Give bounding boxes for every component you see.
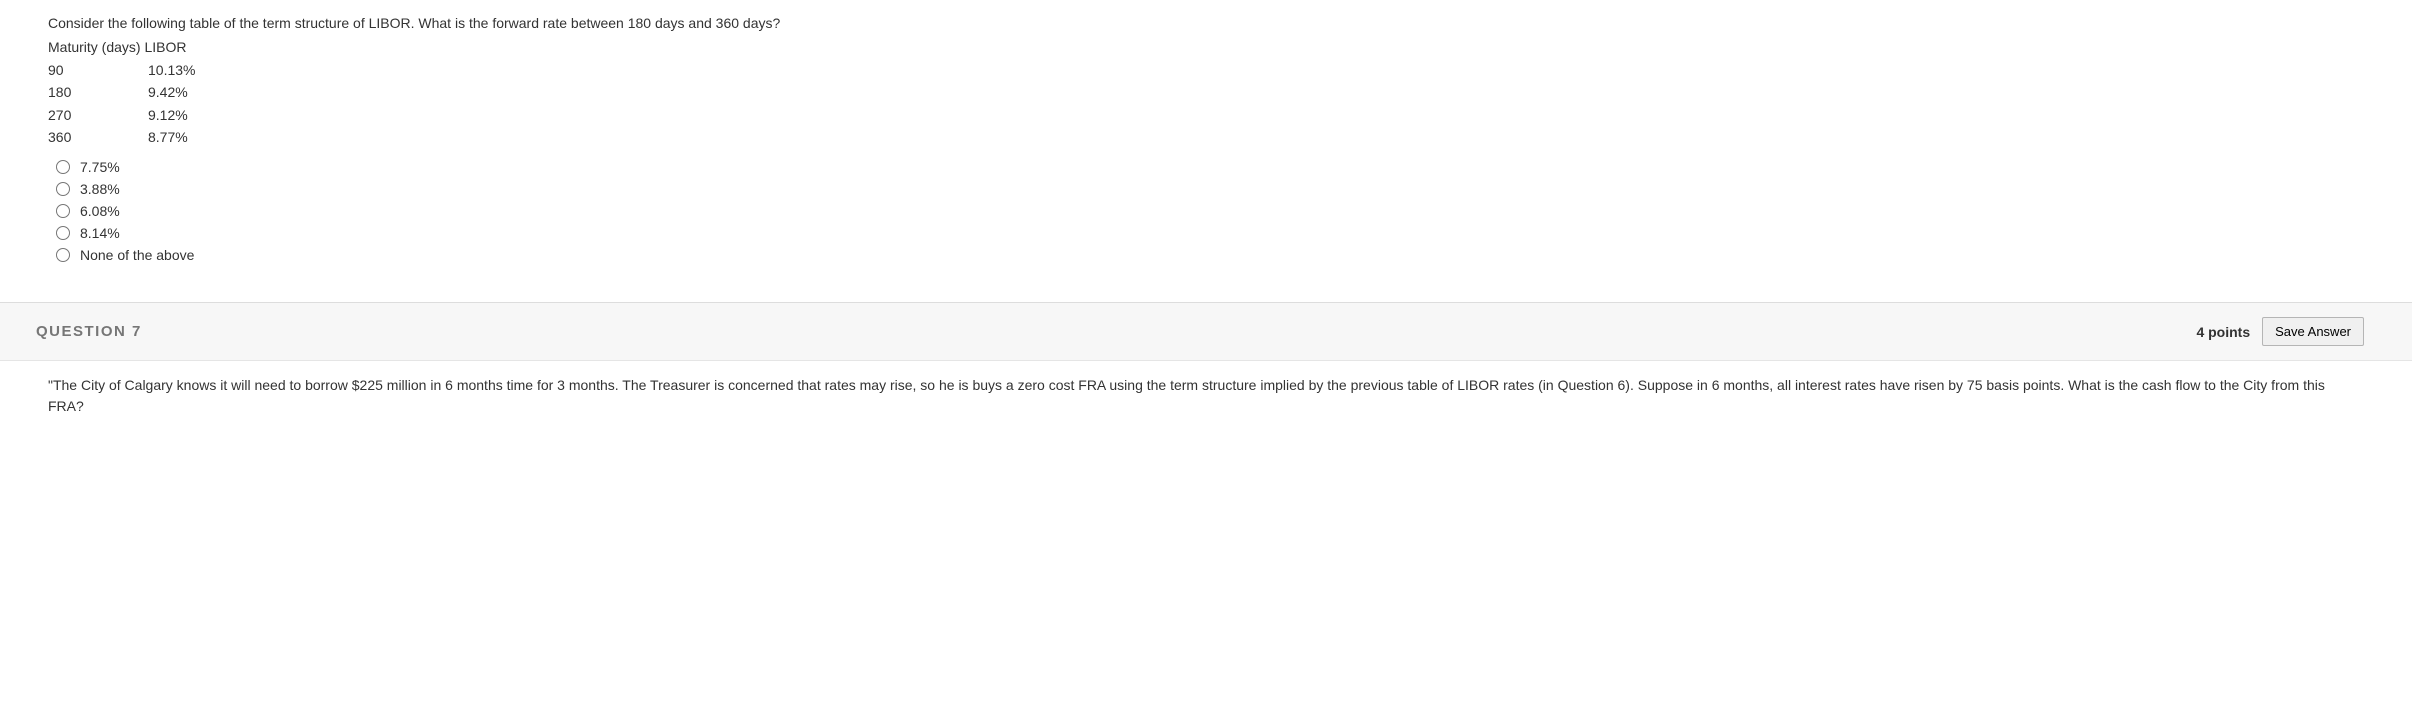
option-label[interactable]: 6.08%: [80, 203, 120, 219]
libor-rate: 9.42%: [148, 81, 228, 103]
question6-body: Consider the following table of the term…: [0, 0, 2412, 286]
answer-option[interactable]: 7.75%: [56, 156, 2364, 178]
question7-title: QUESTION 7: [36, 323, 142, 340]
answer-option[interactable]: None of the above: [56, 244, 2364, 266]
question7-header-right: 4 points Save Answer: [2196, 317, 2364, 346]
points-label: 4 points: [2196, 324, 2250, 340]
option-label[interactable]: 3.88%: [80, 181, 120, 197]
libor-row: 90 10.13%: [48, 59, 2364, 81]
answer-option[interactable]: 3.88%: [56, 178, 2364, 200]
libor-row: 180 9.42%: [48, 81, 2364, 103]
option-label[interactable]: 7.75%: [80, 159, 120, 175]
answer-option[interactable]: 6.08%: [56, 200, 2364, 222]
question7-body: "The City of Calgary knows it will need …: [0, 361, 2412, 425]
libor-maturity: 270: [48, 104, 148, 126]
radio-option-b[interactable]: [56, 182, 70, 196]
libor-row: 360 8.77%: [48, 126, 2364, 148]
radio-option-d[interactable]: [56, 226, 70, 240]
radio-option-a[interactable]: [56, 160, 70, 174]
libor-maturity: 360: [48, 126, 148, 148]
libor-table: Maturity (days) LIBOR 90 10.13% 180 9.42…: [48, 36, 2364, 148]
answer-option[interactable]: 8.14%: [56, 222, 2364, 244]
option-label[interactable]: 8.14%: [80, 225, 120, 241]
libor-rate: 9.12%: [148, 104, 228, 126]
question7-header: QUESTION 7 4 points Save Answer: [0, 303, 2412, 361]
answer-options: 7.75% 3.88% 6.08% 8.14% None of the abov…: [48, 156, 2364, 266]
libor-maturity: 90: [48, 59, 148, 81]
libor-rate: 8.77%: [148, 126, 228, 148]
libor-maturity: 180: [48, 81, 148, 103]
save-answer-button[interactable]: Save Answer: [2262, 317, 2364, 346]
question7-prompt: "The City of Calgary knows it will need …: [48, 375, 2364, 417]
libor-row: 270 9.12%: [48, 104, 2364, 126]
option-label[interactable]: None of the above: [80, 247, 194, 263]
radio-option-e[interactable]: [56, 248, 70, 262]
libor-table-header: Maturity (days) LIBOR: [48, 36, 2364, 58]
libor-rate: 10.13%: [148, 59, 228, 81]
question6-prompt: Consider the following table of the term…: [48, 12, 2364, 34]
radio-option-c[interactable]: [56, 204, 70, 218]
